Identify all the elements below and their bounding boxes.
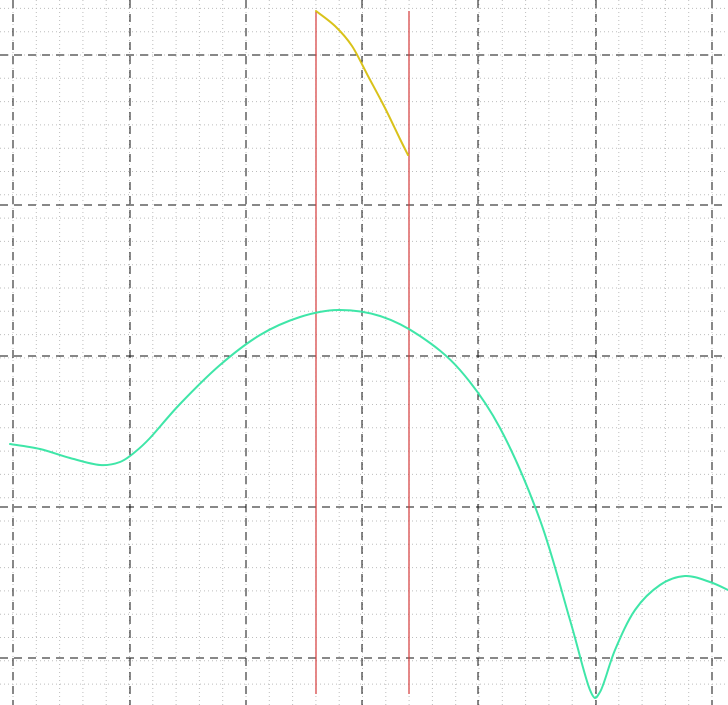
series-group	[9, 10, 728, 700]
marker-lines	[315, 11, 410, 694]
series-line-1	[9, 308, 728, 700]
series-line-2	[315, 10, 409, 156]
